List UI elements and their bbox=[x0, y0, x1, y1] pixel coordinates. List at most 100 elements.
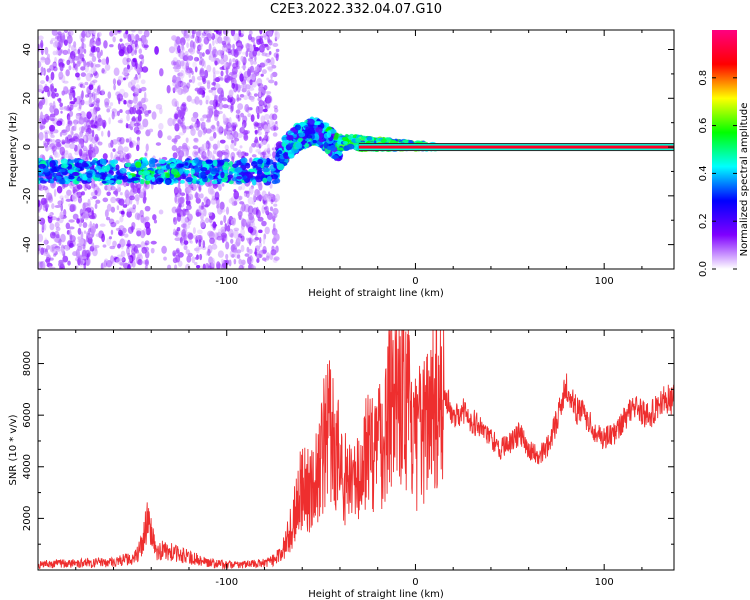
noise-cell bbox=[126, 244, 130, 249]
noise-cell bbox=[180, 192, 186, 197]
signal-cell bbox=[164, 179, 171, 186]
signal-cell bbox=[190, 168, 196, 175]
noise-cell bbox=[69, 104, 74, 111]
noise-cell bbox=[158, 209, 164, 215]
noise-cell bbox=[248, 70, 251, 76]
noise-cell bbox=[209, 257, 215, 263]
noise-cell bbox=[202, 52, 205, 57]
noise-cell bbox=[261, 41, 265, 46]
noise-cell bbox=[126, 247, 131, 255]
noise-cell bbox=[224, 153, 230, 160]
noise-cell bbox=[134, 39, 138, 48]
noise-cell bbox=[198, 30, 202, 36]
noise-cell bbox=[268, 40, 273, 46]
noise-cell bbox=[96, 31, 102, 37]
noise-cell bbox=[218, 184, 222, 192]
noise-cell bbox=[142, 118, 149, 128]
noise-cell bbox=[257, 127, 263, 131]
signal-cell bbox=[170, 168, 179, 175]
noise-cell bbox=[69, 30, 72, 36]
noise-cell bbox=[50, 117, 55, 122]
noise-cell bbox=[261, 52, 268, 57]
signal-cell bbox=[184, 162, 189, 166]
noise-cell bbox=[180, 216, 186, 224]
signal-cell bbox=[135, 167, 141, 172]
noise-cell bbox=[240, 112, 245, 118]
noise-cell bbox=[191, 75, 196, 84]
noise-cell bbox=[187, 233, 193, 240]
noise-cell bbox=[231, 127, 236, 137]
noise-cell bbox=[85, 119, 92, 128]
noise-cell bbox=[216, 261, 221, 269]
noise-cell bbox=[144, 205, 151, 212]
noise-cell bbox=[107, 91, 112, 99]
noise-cell bbox=[135, 84, 141, 93]
noise-cell bbox=[247, 226, 254, 234]
noise-cell bbox=[181, 208, 187, 217]
noise-cell bbox=[89, 52, 95, 57]
signal-cell bbox=[178, 163, 185, 168]
noise-cell bbox=[264, 148, 268, 152]
noise-cell bbox=[248, 238, 252, 246]
noise-cell bbox=[150, 240, 157, 245]
signal-cell bbox=[355, 137, 361, 143]
noise-cell bbox=[144, 39, 148, 45]
noise-cell bbox=[103, 260, 108, 268]
noise-cell bbox=[67, 115, 71, 125]
noise-cell bbox=[65, 125, 71, 132]
noise-cell bbox=[83, 135, 87, 142]
noise-cell bbox=[200, 117, 205, 122]
noise-cell bbox=[67, 260, 71, 266]
noise-cell bbox=[264, 226, 270, 235]
noise-cell bbox=[237, 211, 243, 218]
noise-cell bbox=[96, 125, 101, 131]
signal-cell bbox=[200, 171, 206, 179]
signal-cell bbox=[275, 141, 284, 149]
noise-cell bbox=[122, 204, 128, 208]
noise-cell bbox=[175, 81, 181, 89]
noise-cell bbox=[233, 229, 239, 239]
noise-cell bbox=[174, 113, 179, 120]
signal-cell bbox=[335, 158, 342, 162]
noise-cell bbox=[174, 123, 180, 132]
signal-cell bbox=[192, 178, 197, 184]
noise-cell bbox=[70, 128, 74, 136]
noise-cell bbox=[117, 254, 123, 258]
noise-cell bbox=[179, 37, 186, 46]
spec-frame bbox=[37, 29, 675, 270]
noise-cell bbox=[102, 197, 109, 203]
signal-cell bbox=[130, 177, 139, 181]
noise-cell bbox=[53, 108, 60, 116]
signal-cell bbox=[315, 126, 323, 133]
noise-cell bbox=[95, 97, 101, 104]
noise-cell bbox=[78, 138, 84, 146]
noise-cell bbox=[135, 227, 142, 232]
noise-cell bbox=[95, 91, 100, 96]
spec-xtick-label: 0 bbox=[412, 276, 418, 287]
noise-cell bbox=[266, 252, 270, 259]
noise-cell bbox=[116, 79, 122, 86]
noise-cell bbox=[151, 111, 157, 120]
noise-cell bbox=[171, 98, 178, 107]
noise-cell bbox=[68, 30, 74, 36]
noise-cell bbox=[196, 49, 200, 54]
noise-cell bbox=[136, 144, 140, 152]
noise-cell bbox=[97, 117, 104, 127]
noise-cell bbox=[174, 134, 181, 140]
noise-cell bbox=[266, 30, 273, 37]
noise-cell bbox=[185, 60, 191, 67]
signal-cell bbox=[224, 161, 229, 167]
noise-cell bbox=[124, 233, 129, 238]
noise-cell bbox=[89, 221, 93, 229]
noise-cell bbox=[141, 66, 149, 73]
noise-cell bbox=[125, 30, 129, 35]
noise-cell bbox=[127, 239, 131, 248]
signal-cell bbox=[250, 161, 258, 167]
noise-cell bbox=[224, 35, 230, 42]
noise-cell bbox=[201, 34, 206, 39]
noise-cell bbox=[226, 76, 233, 81]
noise-cell bbox=[254, 188, 260, 196]
noise-cell bbox=[256, 78, 263, 86]
noise-cell bbox=[159, 68, 164, 77]
noise-cell bbox=[256, 38, 262, 45]
